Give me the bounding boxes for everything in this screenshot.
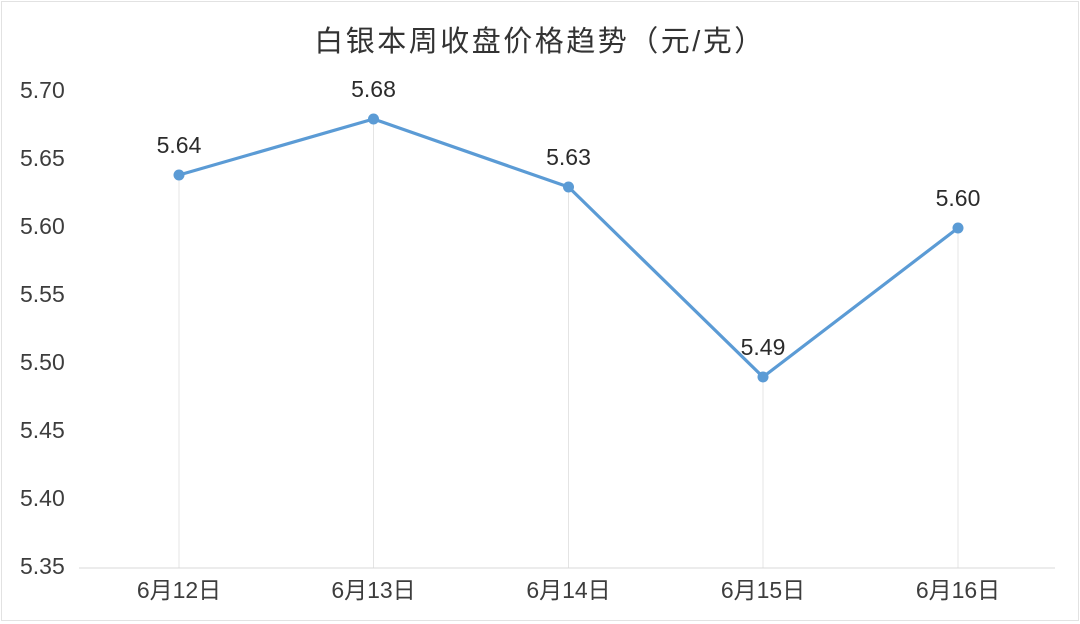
svg-text:5.35: 5.35 xyxy=(20,553,65,579)
svg-text:6月12日: 6月12日 xyxy=(137,577,221,603)
svg-text:5.65: 5.65 xyxy=(20,145,65,171)
svg-text:6月15日: 6月15日 xyxy=(721,577,805,603)
svg-text:5.60: 5.60 xyxy=(20,213,65,239)
svg-text:5.60: 5.60 xyxy=(936,185,981,211)
svg-text:5.63: 5.63 xyxy=(546,144,591,170)
svg-text:5.55: 5.55 xyxy=(20,281,65,307)
svg-text:5.64: 5.64 xyxy=(157,132,202,158)
svg-text:6月14日: 6月14日 xyxy=(526,577,610,603)
svg-text:6月13日: 6月13日 xyxy=(331,577,415,603)
svg-text:5.70: 5.70 xyxy=(20,77,65,103)
svg-text:5.45: 5.45 xyxy=(20,417,65,443)
svg-text:5.50: 5.50 xyxy=(20,349,65,375)
svg-text:5.49: 5.49 xyxy=(741,334,786,360)
svg-text:5.68: 5.68 xyxy=(351,76,396,102)
svg-text:6月16日: 6月16日 xyxy=(916,577,1000,603)
svg-text:5.40: 5.40 xyxy=(20,485,65,511)
